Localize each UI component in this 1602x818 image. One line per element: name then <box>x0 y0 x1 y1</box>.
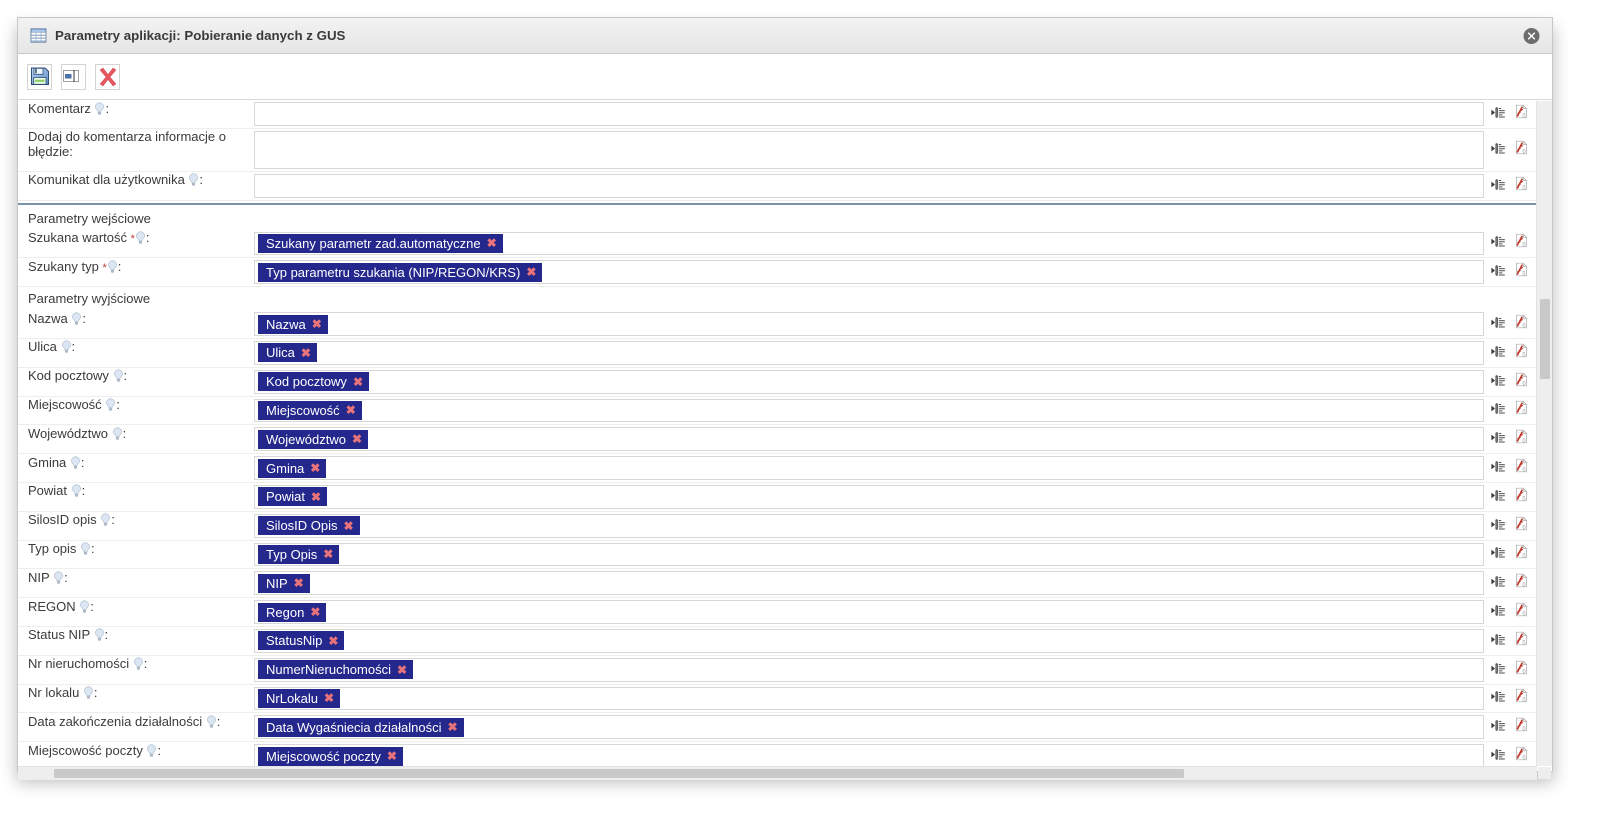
svg-text:{}: {} <box>1522 553 1526 559</box>
svg-text:{}: {} <box>1522 409 1526 415</box>
svg-text:{}: {} <box>1522 184 1526 190</box>
svg-text:{}: {} <box>1522 438 1526 444</box>
svg-text:{}: {} <box>1522 380 1526 386</box>
svg-text:{}: {} <box>1522 726 1526 732</box>
svg-text:{}: {} <box>1522 496 1526 502</box>
svg-text:{}: {} <box>1522 352 1526 358</box>
svg-text:{}: {} <box>1522 323 1526 329</box>
svg-text:{}: {} <box>1522 149 1526 155</box>
svg-text:{}: {} <box>1522 524 1526 530</box>
svg-text:{}: {} <box>1522 611 1526 617</box>
svg-text:{}: {} <box>1522 668 1526 674</box>
svg-text:{}: {} <box>1522 242 1526 248</box>
svg-text:{}: {} <box>1522 640 1526 646</box>
svg-text:{}: {} <box>1522 271 1526 277</box>
svg-text:{}: {} <box>1522 467 1526 473</box>
svg-text:{}: {} <box>1522 697 1526 703</box>
svg-text:{}: {} <box>1522 755 1526 761</box>
svg-text:{}: {} <box>1522 582 1526 588</box>
svg-text:{}: {} <box>1522 113 1526 119</box>
